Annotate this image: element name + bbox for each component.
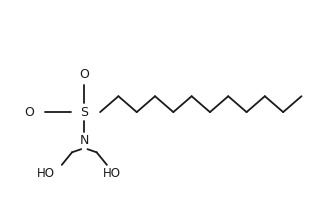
Text: O: O <box>79 68 89 81</box>
Text: N: N <box>80 134 89 147</box>
Text: HO: HO <box>103 167 121 180</box>
Text: O: O <box>24 106 34 119</box>
Text: HO: HO <box>37 167 55 180</box>
Text: S: S <box>80 106 88 119</box>
